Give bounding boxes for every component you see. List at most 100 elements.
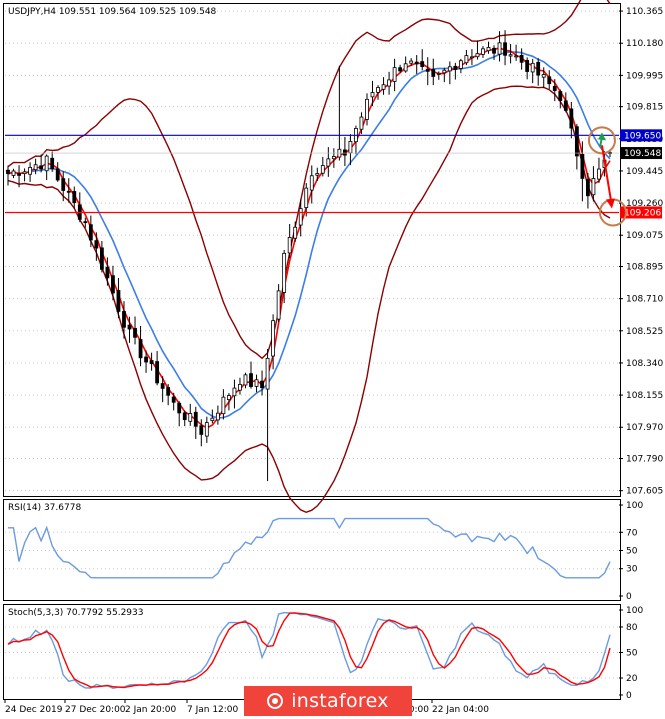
candle-body (304, 187, 309, 208)
candle-body (44, 155, 49, 172)
candle-body (265, 357, 270, 390)
candle-body (204, 422, 209, 437)
watermark-banner: instaforex (244, 686, 412, 716)
candle-body (166, 387, 171, 396)
support-price-box (620, 206, 662, 219)
candle-body (392, 67, 397, 82)
candle-body (199, 425, 204, 435)
candle-body (83, 221, 88, 224)
y-tick-label: 108.155 (626, 391, 663, 401)
candle-body (66, 190, 71, 193)
support-price-label: 109.206 (624, 208, 661, 218)
candle-body (514, 55, 519, 58)
candle-body (116, 290, 121, 312)
candle-body (475, 53, 480, 58)
candle-body (260, 380, 264, 389)
candle-body (149, 360, 154, 364)
candle-body (61, 178, 66, 191)
candle-body (552, 85, 557, 91)
candle-body (293, 226, 298, 239)
rsi-panel-frame (3, 499, 621, 601)
rsi-tick-label: 100 (626, 501, 643, 511)
current-price-box (620, 147, 662, 160)
y-tick-label: 107.790 (626, 455, 663, 465)
candle-body (381, 84, 386, 90)
bollinger-upper-line (7, 0, 611, 360)
current-price-label: 109.548 (624, 149, 661, 159)
y-tick-label: 108.340 (626, 359, 663, 369)
candle-body (547, 76, 552, 85)
y-tick-label: 108.710 (626, 295, 663, 305)
stoch-series-line (7, 612, 611, 689)
candle-body (238, 384, 242, 391)
stoch-tick-label: 80 (626, 623, 638, 633)
candle-body (425, 68, 430, 72)
candle-body (276, 290, 281, 320)
y-tick-label: 107.970 (626, 423, 663, 433)
candle-body (6, 169, 10, 175)
y-tick-label: 110.365 (626, 7, 663, 17)
x-tick-label: 24 Dec 2019 (5, 705, 63, 715)
y-tick-label: 110.180 (626, 39, 663, 49)
candle-body (160, 383, 165, 389)
candle-body (525, 59, 530, 72)
candle-body (243, 374, 248, 386)
candle-body (155, 361, 160, 384)
candle-body (580, 154, 585, 179)
candle-body (376, 87, 380, 93)
rsi-tick-label: 0 (626, 592, 632, 602)
candle-body (188, 413, 193, 422)
candle-body (403, 63, 408, 72)
candle-body (464, 55, 469, 64)
candle-body (442, 69, 447, 74)
x-tick-label: 27 Dec 20:00 (65, 705, 126, 715)
y-tick-label: 109.815 (626, 103, 663, 113)
candle-body (210, 417, 215, 421)
candle-body (22, 171, 27, 175)
candle-body (370, 92, 375, 98)
watermark-text: instaforex (291, 690, 389, 712)
candle-body (177, 402, 182, 414)
candle-body (50, 157, 55, 170)
candle-body (122, 311, 126, 328)
candle-body (94, 240, 99, 249)
candle-body (569, 108, 574, 129)
candle-body (271, 320, 276, 357)
candle-body (470, 56, 474, 59)
candle-body (133, 327, 137, 338)
down-arrow-shaft (600, 145, 612, 201)
down-arrow-head (605, 198, 615, 209)
candle-body (144, 356, 148, 363)
candle-body (111, 275, 115, 294)
candle-body (574, 126, 579, 157)
y-tick-label: 109.075 (626, 231, 663, 241)
resistance-price-box (620, 129, 662, 142)
candle-body (541, 74, 546, 78)
candle-body (420, 61, 425, 68)
resistance-price-label: 109.650 (624, 131, 661, 141)
candle-body (11, 170, 16, 176)
candle-body (55, 168, 60, 181)
candle-body (127, 324, 132, 330)
candle-body (436, 72, 441, 75)
candle-body (105, 266, 110, 279)
rsi-series-line (8, 517, 611, 579)
candle-body (28, 166, 32, 175)
candle-body (326, 158, 331, 167)
stoch-panel: 100 80 50 20 0 (5, 606, 643, 701)
candle-body (221, 396, 226, 415)
y-tick-label: 109.995 (626, 71, 663, 81)
candle-body (431, 69, 436, 77)
candle-body (458, 60, 463, 69)
stoch-tick-label: 0 (626, 691, 632, 701)
x-tick-label: 7 Jan 12:00 (187, 705, 239, 715)
candle-body (481, 48, 485, 55)
candle-body (365, 98, 369, 120)
candle-body (99, 247, 104, 270)
candle-body (453, 65, 458, 70)
candle-body (287, 237, 292, 254)
candle-body (331, 156, 336, 160)
rsi-panel: 100 70 50 30 0 (5, 501, 643, 602)
candle-body (519, 54, 524, 63)
candle-body (315, 173, 320, 176)
